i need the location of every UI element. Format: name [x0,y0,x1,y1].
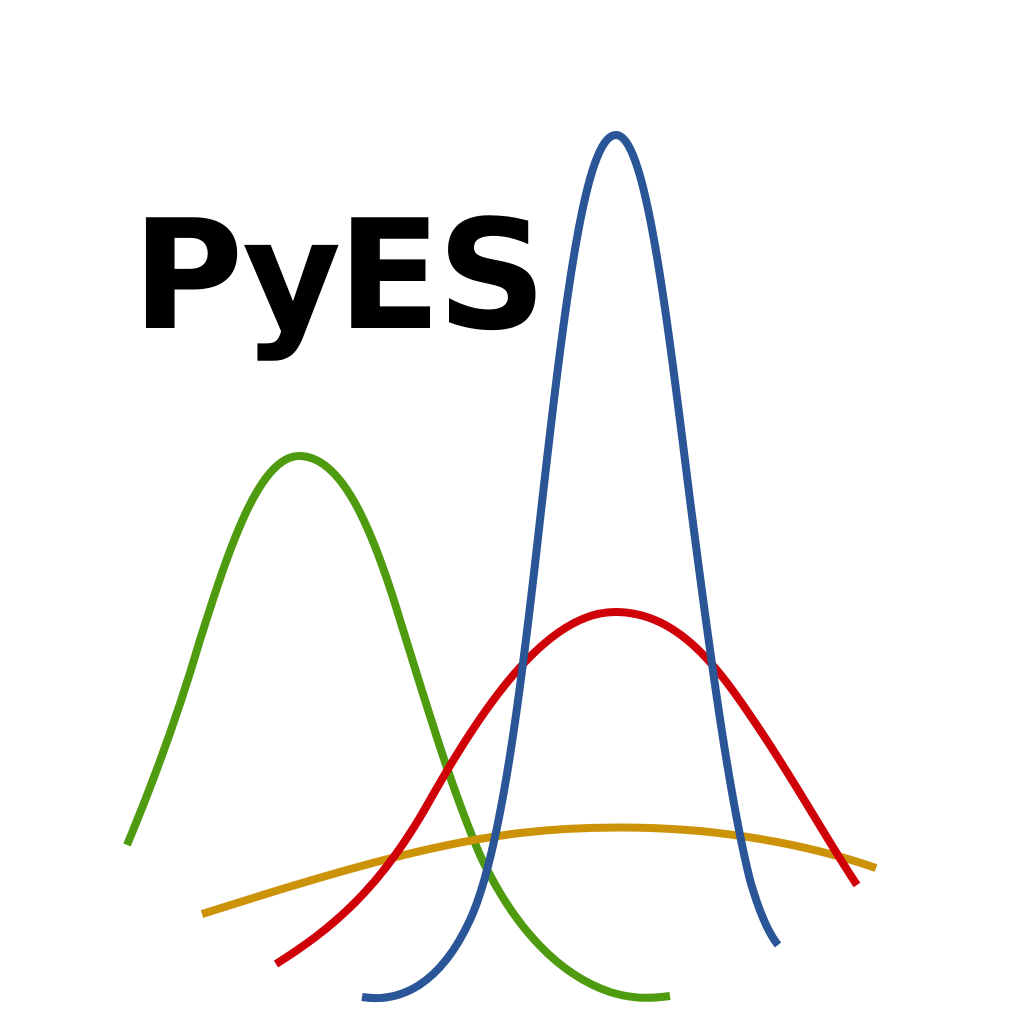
green-curve [123,451,671,1002]
blue-curve [361,131,782,1002]
red-curve [273,608,861,968]
gold-curve [200,823,878,918]
logo-title: PyES [132,187,547,364]
